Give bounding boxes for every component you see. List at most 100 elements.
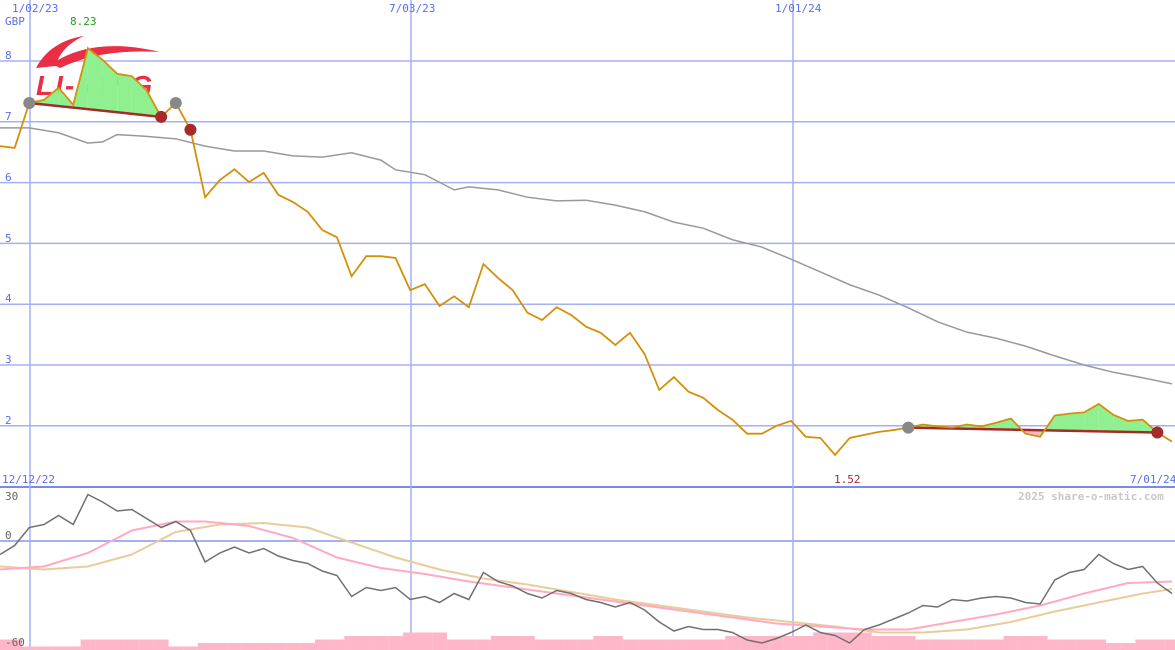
volume-bar (1032, 636, 1048, 650)
trend-fill (117, 73, 132, 114)
osc-tick-label: 30 (5, 490, 18, 503)
volume-bar (22, 646, 37, 650)
y-tick-label: 8 (5, 49, 12, 62)
volume-bar (329, 639, 345, 650)
volume-bar (651, 639, 667, 650)
volume-bar (1120, 643, 1136, 650)
volume-bar (124, 639, 140, 650)
volume-bar (930, 639, 945, 650)
trend-end-marker (1151, 426, 1164, 439)
copyright: 2025 share-o-matic.com (1018, 490, 1164, 503)
volume-bar (461, 639, 477, 650)
volume-bar (798, 636, 814, 650)
volume-bar (153, 639, 169, 650)
volume-bar (549, 639, 565, 650)
volume-bar (168, 646, 184, 650)
y-tick-label: 3 (5, 353, 12, 366)
x-tick-label: 1/01/24 (775, 2, 822, 15)
volume-bar (212, 643, 228, 650)
volume-bar (0, 639, 8, 650)
volume-bar (358, 636, 374, 650)
volume-bar (1047, 639, 1063, 650)
volume-bar (446, 639, 462, 650)
trend-fill (1025, 429, 1041, 437)
volume-bar (490, 636, 506, 650)
volume-bar (988, 639, 1004, 650)
x-tick-label: 1/02/23 (12, 2, 58, 15)
volume-bar (344, 636, 359, 650)
moving-average-line (0, 127, 1173, 385)
volume-bar (871, 636, 887, 650)
volume-bar (1076, 639, 1092, 650)
unit-label: GBP (5, 15, 25, 28)
volume-bar (681, 639, 696, 650)
x-tick-label: 7/03/23 (389, 2, 435, 15)
trend-fill (1128, 419, 1143, 433)
volume-bar (388, 636, 403, 650)
volume-bar (1164, 639, 1175, 650)
volume-bar (300, 643, 316, 650)
volume-bar (813, 632, 828, 650)
volume-bar (593, 636, 609, 650)
volume-bar (842, 632, 858, 650)
volume-bar (915, 639, 931, 650)
min-label: 1.52 (834, 473, 861, 486)
volume-bar (578, 639, 594, 650)
volume-bar (241, 643, 257, 650)
volume-bar (285, 643, 301, 650)
volume-bar (36, 646, 52, 650)
volume-bar (256, 643, 272, 650)
volume-bar (622, 639, 638, 650)
volume-bar (432, 632, 447, 650)
trend-start-marker (169, 96, 182, 109)
osc-tick-label: 0 (5, 529, 12, 542)
volume-bar (80, 639, 96, 650)
volume-bar (402, 632, 418, 650)
volume-bar (564, 639, 579, 650)
volume-bar (886, 636, 902, 650)
trend-fills (29, 48, 1158, 437)
trend-fill (1098, 403, 1114, 432)
volume-bar (739, 636, 755, 650)
trendline (29, 101, 162, 119)
volume-bar (417, 632, 433, 650)
trend-fill (996, 418, 1011, 430)
volume-bar (695, 639, 711, 650)
series-lines (0, 46, 1173, 644)
oscillator-slow-line (0, 521, 1173, 634)
volume-bar (1062, 639, 1077, 650)
volume-bar (183, 646, 198, 650)
volume-bar (95, 639, 110, 650)
trend-end-marker (184, 123, 197, 136)
volume-bar (1106, 643, 1121, 650)
osc-tick-label: -60 (5, 636, 25, 649)
trend-start-marker (23, 96, 36, 109)
volume-bar (1091, 639, 1107, 650)
trend-fill (1113, 414, 1129, 432)
volume-bar (637, 639, 652, 650)
volume-bar (1135, 639, 1151, 650)
volume-bar (227, 643, 242, 650)
volume-bar (373, 636, 389, 650)
volume-bar (476, 639, 491, 650)
range-end-label: 7/01/24 (1130, 473, 1175, 486)
trend-fill (1054, 413, 1070, 431)
volume-bar (1018, 636, 1033, 650)
volume-bar (944, 639, 960, 650)
volume-bar (315, 639, 330, 650)
oscillator-fast-line (0, 520, 1173, 631)
trend-start-marker (902, 421, 915, 434)
trend-fill (43, 87, 59, 107)
volume-bar (1003, 636, 1019, 650)
volume-bar (520, 636, 535, 650)
volume-bar (666, 639, 682, 650)
volume-bar (725, 636, 740, 650)
max-label: 8.23 (70, 15, 97, 28)
volume-bar (139, 639, 154, 650)
trend-end-marker (155, 110, 168, 123)
volume-bar (710, 639, 726, 650)
volume-bar (505, 636, 521, 650)
volume-bar (109, 639, 125, 650)
volume-bar (271, 643, 286, 650)
